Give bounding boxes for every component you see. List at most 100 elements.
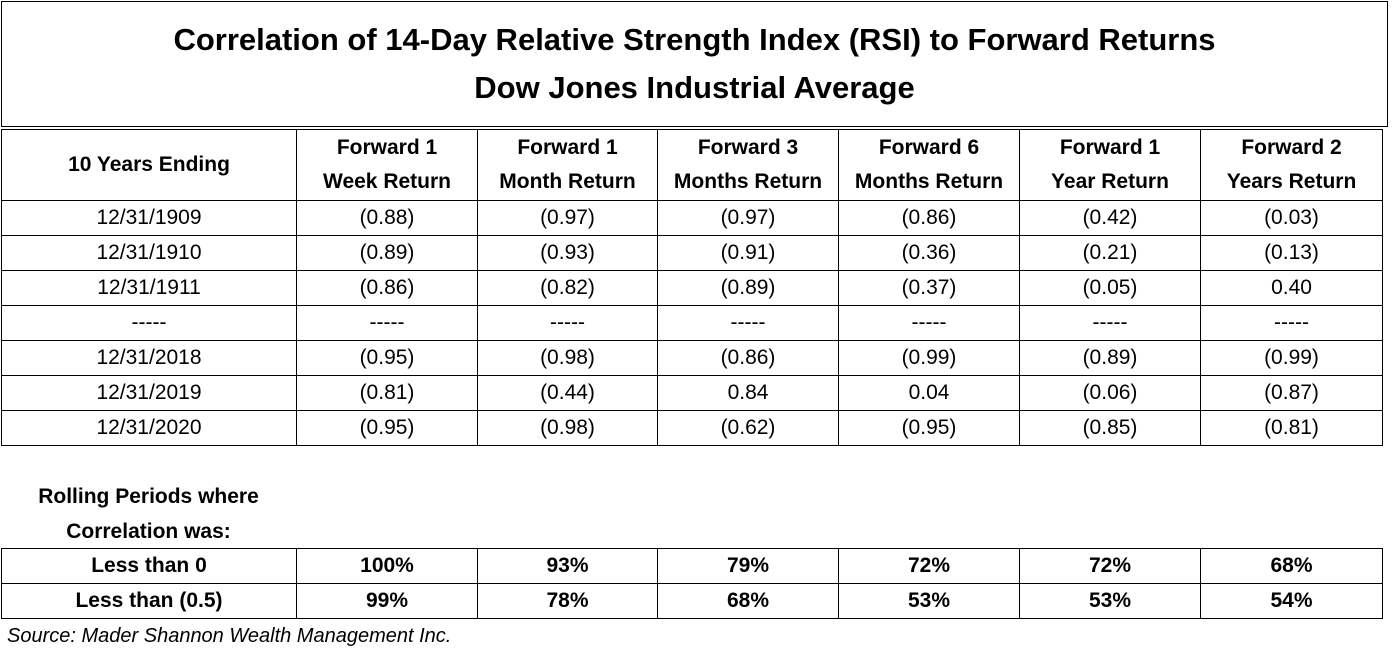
header-cell-1m: Forward 1 Month Return	[477, 129, 658, 201]
summary-row-less-than-0.5: Less than (0.5) 99% 78% 68% 53% 53% 54%	[1, 583, 1383, 619]
table-row: 12/31/1909 (0.88) (0.97) (0.97) (0.86) (…	[1, 200, 1383, 236]
table-cell: (0.88)	[296, 200, 478, 236]
header-label: Months Return	[854, 170, 1004, 193]
table-cell: (0.95)	[296, 340, 478, 376]
header-cell-1y: Forward 1 Year Return	[1019, 129, 1201, 201]
header-label: Years Return	[1226, 170, 1357, 193]
header-row: 10 Years Ending Forward 1 Week Return For…	[1, 129, 1383, 201]
table-row: 12/31/1911 (0.86) (0.82) (0.89) (0.37) (…	[1, 270, 1383, 306]
table-cell: (0.86)	[838, 200, 1020, 236]
table-cell: (0.98)	[477, 340, 658, 376]
summary-cell: 68%	[657, 583, 839, 619]
table-cell: 12/31/2018	[1, 340, 297, 376]
summary-cell: Less than (0.5)	[1, 583, 297, 619]
table-cell: (0.86)	[296, 270, 478, 306]
header-cell-period: 10 Years Ending	[1, 129, 297, 201]
table-cell: (0.89)	[296, 235, 478, 271]
table-cell: (0.37)	[838, 270, 1020, 306]
table-cell: (0.86)	[657, 340, 839, 376]
header-cell-1w: Forward 1 Week Return	[296, 129, 478, 201]
table-cell: 12/31/1910	[1, 235, 297, 271]
table-cell: -----	[838, 305, 1020, 341]
header-label: 10 Years Ending	[68, 153, 230, 176]
header-cell-3m: Forward 3 Months Return	[657, 129, 839, 201]
table-cell: 12/31/2019	[1, 375, 297, 411]
summary-cell: 78%	[477, 583, 658, 619]
table-cell: -----	[296, 305, 478, 341]
header-label: Forward 6	[878, 136, 980, 159]
summary-cell: 99%	[296, 583, 478, 619]
header-label: Forward 3	[697, 136, 799, 159]
table-cell: (0.99)	[838, 340, 1020, 376]
table-cell: 0.84	[657, 375, 839, 411]
summary-cell: 93%	[477, 548, 658, 584]
table-cell: 0.40	[1200, 270, 1383, 306]
header-cell-6m: Forward 6 Months Return	[838, 129, 1020, 201]
header-label: Week Return	[323, 170, 451, 193]
table-cell: -----	[1019, 305, 1201, 341]
table-row: 12/31/2018 (0.95) (0.98) (0.86) (0.99) (…	[1, 340, 1383, 376]
summary-cell: 72%	[1019, 548, 1201, 584]
header-cell-2y: Forward 2 Years Return	[1200, 129, 1383, 201]
title-line-2: Dow Jones Industrial Average	[474, 70, 915, 105]
table-cell: (0.21)	[1019, 235, 1201, 271]
table-cell: (0.87)	[1200, 375, 1383, 411]
table-cell: -----	[657, 305, 839, 341]
table-cell: (0.89)	[1019, 340, 1201, 376]
header-label: Year Return	[1051, 170, 1169, 193]
source-note: Source: Mader Shannon Wealth Management …	[7, 625, 452, 647]
table-cell: (0.42)	[1019, 200, 1201, 236]
table-cell: (0.06)	[1019, 375, 1201, 411]
table-cell: (0.97)	[657, 200, 839, 236]
header-label: Months Return	[673, 170, 823, 193]
header-label: Forward 2	[1241, 136, 1342, 159]
table-cell: 0.04	[838, 375, 1020, 411]
header-label: Forward 1	[517, 136, 618, 159]
rolling-periods-label: Rolling Periods where Correlation was:	[1, 479, 296, 549]
title-line-1: Correlation of 14-Day Relative Strength …	[173, 22, 1216, 57]
table-cell: (0.98)	[477, 410, 658, 446]
header-label: Forward 1	[336, 136, 438, 159]
table-cell: (0.81)	[1200, 410, 1383, 446]
rolling-label-line-2: Correlation was:	[66, 520, 231, 543]
correlation-table: 10 Years Ending Forward 1 Week Return For…	[1, 129, 1383, 446]
table-cell: 12/31/1911	[1, 270, 297, 306]
table-cell: (0.93)	[477, 235, 658, 271]
table-cell: (0.81)	[296, 375, 478, 411]
table-cell: (0.89)	[657, 270, 839, 306]
table-cell: (0.13)	[1200, 235, 1383, 271]
summary-cell: 53%	[1019, 583, 1201, 619]
table-cell: -----	[1, 305, 297, 341]
table-row: 12/31/2020 (0.95) (0.98) (0.62) (0.95) (…	[1, 410, 1383, 446]
table-cell: -----	[477, 305, 658, 341]
summary-cell: 53%	[838, 583, 1020, 619]
table-cell: (0.95)	[838, 410, 1020, 446]
table-cell: (0.82)	[477, 270, 658, 306]
table-cell: -----	[1200, 305, 1383, 341]
summary-row-less-than-0: Less than 0 100% 93% 79% 72% 72% 68%	[1, 548, 1383, 584]
table-cell: (0.85)	[1019, 410, 1201, 446]
summary-cell: 79%	[657, 548, 839, 584]
table-cell: (0.62)	[657, 410, 839, 446]
table-cell: (0.05)	[1019, 270, 1201, 306]
table-row: 12/31/2019 (0.81) (0.44) 0.84 0.04 (0.06…	[1, 375, 1383, 411]
summary-cell: 68%	[1200, 548, 1383, 584]
header-label: Month Return	[499, 170, 636, 193]
table-row-ellipsis: ----- ----- ----- ----- ----- ----- ----…	[1, 305, 1383, 341]
table-cell: (0.03)	[1200, 200, 1383, 236]
header-label: Forward 1	[1059, 136, 1161, 159]
summary-cell: 100%	[296, 548, 478, 584]
summary-cell: 72%	[838, 548, 1020, 584]
table-cell: (0.36)	[838, 235, 1020, 271]
table-cell: (0.99)	[1200, 340, 1383, 376]
title-box: Correlation of 14-Day Relative Strength …	[1, 1, 1388, 127]
table-cell: (0.95)	[296, 410, 478, 446]
summary-cell: 54%	[1200, 583, 1383, 619]
rolling-label-line-1: Rolling Periods where	[38, 485, 259, 508]
summary-cell: Less than 0	[1, 548, 297, 584]
table-cell: (0.91)	[657, 235, 839, 271]
table-cell: (0.97)	[477, 200, 658, 236]
table-cell: 12/31/2020	[1, 410, 297, 446]
table-cell: 12/31/1909	[1, 200, 297, 236]
table-row: 12/31/1910 (0.89) (0.93) (0.91) (0.36) (…	[1, 235, 1383, 271]
